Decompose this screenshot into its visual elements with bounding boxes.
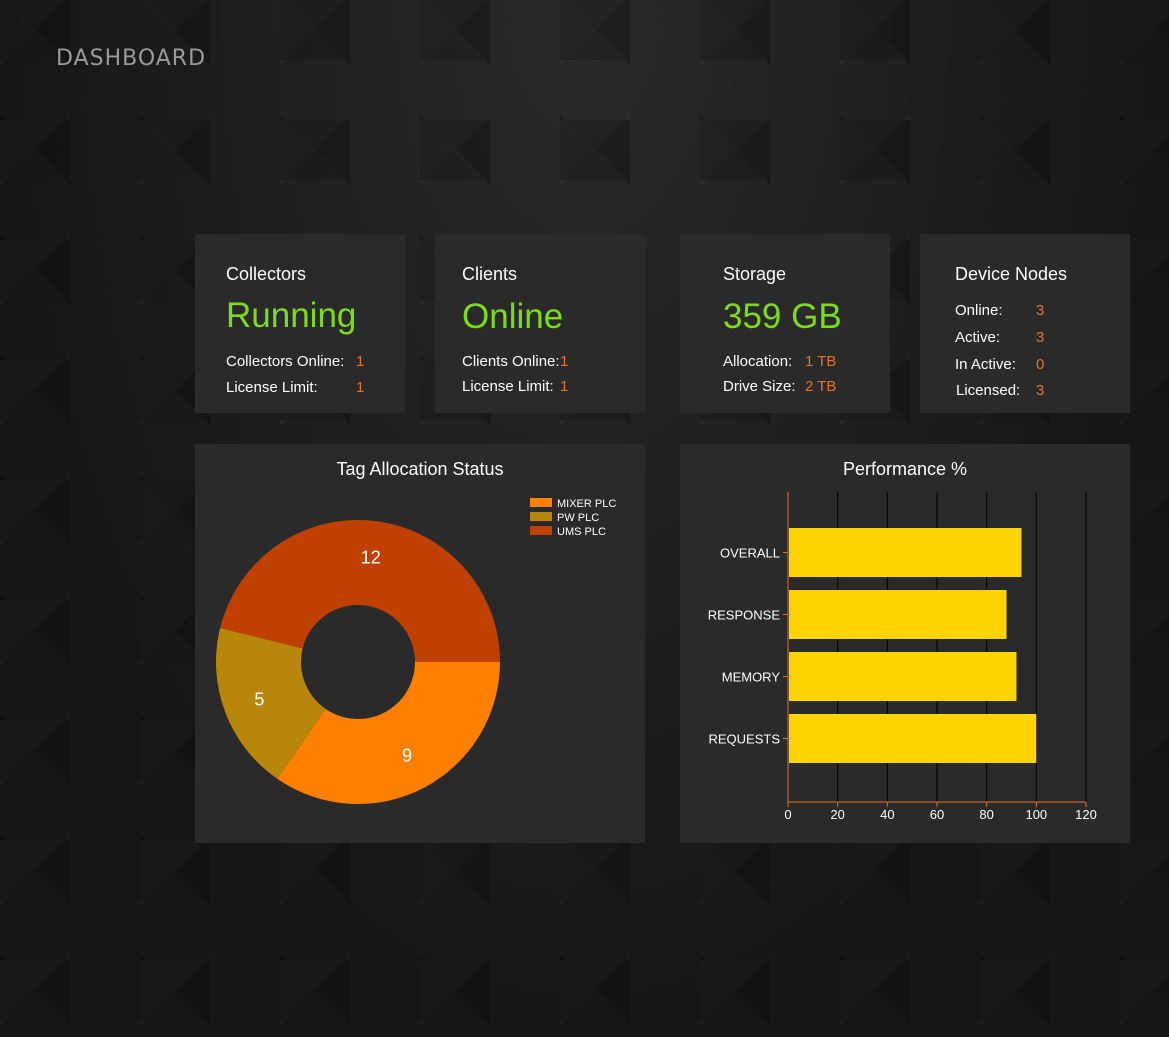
storage-status: 359 GB bbox=[723, 297, 842, 336]
storage-title: Storage bbox=[723, 264, 787, 284]
y-tick-label: RESPONSE bbox=[708, 608, 781, 623]
page-title: DASHBOARD bbox=[56, 46, 207, 71]
storage-card: Storage 359 GB Allocation: 1 TB Drive Si… bbox=[680, 234, 890, 413]
performance-chart: 0 20 40 60 80 100 120 OVERALL RESPONSE MEMORY REQU… bbox=[708, 492, 1097, 822]
x-tick-label: 120 bbox=[1075, 807, 1097, 822]
device-nodes-title: Device Nodes bbox=[955, 264, 1068, 284]
device-inactive-label: In Active: bbox=[955, 356, 1016, 373]
x-tick-label: 40 bbox=[880, 807, 894, 822]
collectors-license-value: 1 bbox=[356, 379, 365, 396]
device-licensed-label: Licensed: bbox=[956, 382, 1021, 399]
tag-allocation-chart: 9 5 12 MIXER PLC PW PLC UMS PLC bbox=[216, 498, 616, 804]
bar-memory bbox=[789, 652, 1017, 701]
device-online-value: 3 bbox=[1036, 302, 1045, 319]
collectors-online-value: 1 bbox=[356, 353, 365, 370]
tag-allocation-title: Tag Allocation Status bbox=[336, 459, 504, 479]
clients-license-label: License Limit: bbox=[462, 378, 554, 395]
tag-allocation-card: Tag Allocation Status 9 5 12 MIXER PLC PW PL… bbox=[195, 444, 645, 843]
legend-swatch bbox=[530, 512, 552, 521]
bar-requests bbox=[789, 714, 1037, 763]
performance-card: Performance % 0 20 40 60 80 100 120 OVERALL RESP… bbox=[680, 444, 1130, 843]
x-tick-label: 60 bbox=[930, 807, 944, 822]
device-active-label: Active: bbox=[955, 329, 1001, 346]
y-tick-label: MEMORY bbox=[722, 670, 781, 685]
slice-value-label: 12 bbox=[361, 547, 381, 567]
legend-swatch bbox=[530, 526, 552, 535]
collectors-license-label: License Limit: bbox=[226, 379, 318, 396]
slice-value-label: 5 bbox=[254, 689, 264, 709]
device-inactive-value: 0 bbox=[1036, 356, 1045, 373]
x-tick-label: 0 bbox=[784, 807, 791, 822]
clients-status: Online bbox=[462, 297, 564, 336]
bar-response bbox=[789, 590, 1007, 639]
slice-value-label: 9 bbox=[402, 745, 412, 765]
device-active-value: 3 bbox=[1036, 329, 1045, 346]
clients-online-value: 1 bbox=[560, 353, 569, 370]
performance-title: Performance % bbox=[842, 459, 968, 479]
x-tick-label: 100 bbox=[1025, 807, 1047, 822]
storage-drive-label: Drive Size: bbox=[723, 378, 796, 395]
storage-drive-value: 2 TB bbox=[805, 378, 837, 395]
slice-mixer-plc bbox=[277, 662, 500, 804]
slice-ums-plc bbox=[220, 520, 500, 662]
clients-title: Clients bbox=[462, 264, 518, 284]
x-tick-label: 20 bbox=[830, 807, 844, 822]
collectors-status: Running bbox=[226, 296, 357, 335]
x-tick-label: 80 bbox=[979, 807, 993, 822]
y-tick-label: OVERALL bbox=[720, 546, 780, 561]
collectors-title: Collectors bbox=[226, 264, 307, 284]
device-online-label: Online: bbox=[955, 302, 1003, 319]
clients-online-label: Clients Online: bbox=[462, 353, 560, 370]
bar-overall bbox=[789, 528, 1022, 577]
legend-label: PW PLC bbox=[557, 512, 599, 524]
legend-label: MIXER PLC bbox=[557, 498, 616, 510]
collectors-card: Collectors Running Collectors Online: 1 … bbox=[195, 234, 405, 413]
legend-label: UMS PLC bbox=[557, 526, 606, 538]
device-nodes-card: Device Nodes Online: 3 Active: 3 In Acti… bbox=[920, 234, 1130, 413]
device-licensed-value: 3 bbox=[1036, 382, 1045, 399]
storage-allocation-value: 1 TB bbox=[805, 353, 837, 370]
clients-card: Clients Online Clients Online: 1 License… bbox=[435, 234, 645, 413]
y-tick-label: REQUESTS bbox=[708, 732, 780, 747]
slice-pw-plc bbox=[216, 628, 326, 779]
collectors-online-label: Collectors Online: bbox=[226, 353, 345, 370]
legend-swatch bbox=[530, 498, 552, 507]
clients-license-value: 1 bbox=[560, 378, 569, 395]
storage-allocation-label: Allocation: bbox=[723, 353, 793, 370]
